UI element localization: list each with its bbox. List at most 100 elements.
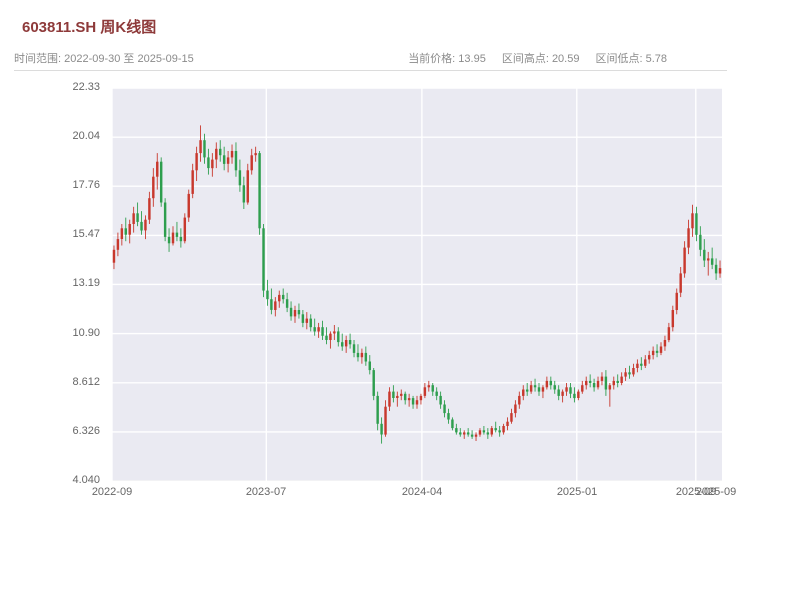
candle	[136, 202, 139, 227]
y-axis-tick-label: 10.90	[72, 327, 100, 339]
candle	[624, 368, 627, 381]
candle	[301, 310, 305, 328]
candle	[321, 320, 324, 340]
candle	[163, 198, 167, 242]
candle	[234, 142, 238, 177]
candle	[455, 423, 458, 435]
x-axis-tick-label: 2025-09	[695, 486, 737, 498]
candle	[167, 228, 171, 252]
candle	[254, 146, 257, 162]
candle	[120, 224, 124, 246]
candle	[486, 428, 490, 439]
candle	[140, 211, 143, 235]
y-axis-tick-label: 4.040	[72, 474, 100, 486]
x-axis-tick-label: 2023-07	[245, 486, 287, 498]
candle	[392, 385, 395, 403]
candle	[199, 125, 202, 162]
y-axis-tick-label: 6.326	[72, 425, 100, 437]
candle	[384, 400, 387, 437]
candle	[506, 417, 509, 431]
candle	[333, 325, 336, 340]
candle	[372, 368, 375, 401]
candle	[529, 380, 533, 394]
candle	[270, 288, 273, 315]
candle	[360, 348, 364, 364]
candle	[289, 301, 293, 321]
candle	[557, 385, 560, 401]
candle	[388, 387, 391, 411]
candle	[278, 290, 281, 308]
candle	[687, 219, 690, 255]
candle	[659, 342, 663, 356]
candle	[541, 385, 545, 399]
candle	[565, 383, 568, 396]
candle	[569, 383, 572, 399]
candle	[207, 148, 210, 175]
candle	[171, 226, 175, 246]
candle	[230, 144, 234, 164]
candle	[132, 206, 135, 233]
candle	[215, 142, 218, 169]
candle	[644, 355, 647, 368]
candlestick-chart	[112, 88, 722, 481]
candle	[159, 157, 163, 207]
y-axis: 22.33 20.04 17.76 15.47 13.19 10.90 8.612 6.326…	[0, 81, 106, 486]
candle	[478, 428, 482, 437]
candle	[415, 395, 419, 409]
candle	[498, 426, 501, 437]
candle	[242, 176, 246, 209]
candle	[431, 383, 434, 396]
candle	[274, 297, 277, 317]
candle	[577, 389, 580, 401]
candle	[600, 372, 604, 386]
candle	[573, 387, 576, 403]
candle	[238, 159, 242, 192]
candle	[545, 376, 549, 390]
candle	[592, 378, 596, 392]
x-axis-tick-label: 2025-09	[675, 486, 717, 498]
candle	[144, 215, 147, 240]
candle	[175, 221, 179, 242]
candle	[258, 151, 261, 235]
candle	[203, 133, 206, 164]
y-axis-tick-label: 8.612	[72, 376, 100, 388]
stat-current-price: 当前价格: 13.95	[408, 53, 486, 65]
y-axis-tick-label: 13.19	[72, 277, 100, 289]
candle	[588, 374, 592, 388]
header-divider	[14, 70, 727, 71]
candle	[179, 228, 183, 248]
candle	[337, 327, 340, 347]
page-title: 603811.SH 周K线图	[22, 19, 157, 36]
candle	[699, 226, 702, 257]
candle	[156, 153, 159, 190]
candle	[628, 365, 631, 379]
candle	[608, 383, 612, 407]
candle	[427, 380, 431, 392]
candle	[549, 376, 553, 390]
candle	[525, 383, 529, 396]
candle	[341, 333, 344, 351]
candle	[128, 219, 131, 244]
price-stats: 当前价格: 13.95 区间高点: 20.59 区间低点: 5.78	[392, 50, 727, 66]
candle	[305, 312, 309, 330]
candle	[596, 376, 600, 390]
candle	[459, 428, 462, 437]
candle	[187, 189, 190, 222]
candle	[211, 153, 214, 177]
candle	[667, 322, 671, 343]
candle	[620, 372, 623, 386]
candle	[632, 363, 635, 377]
candle	[604, 370, 608, 396]
candle	[443, 400, 446, 418]
candle	[195, 146, 198, 181]
candle	[250, 148, 253, 175]
candle	[655, 344, 659, 358]
candle	[419, 393, 423, 405]
candle	[423, 383, 427, 399]
candle	[152, 168, 155, 207]
y-axis-tick-label: 20.04	[72, 130, 100, 142]
candle	[510, 408, 513, 424]
candle	[695, 206, 698, 242]
candle	[222, 146, 226, 171]
candle	[710, 247, 714, 270]
